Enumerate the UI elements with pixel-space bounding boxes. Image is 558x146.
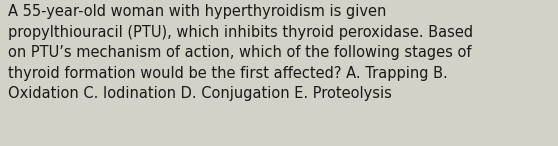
Text: A 55-year-old woman with hyperthyroidism is given
propylthiouracil (PTU), which : A 55-year-old woman with hyperthyroidism… [8, 4, 474, 101]
